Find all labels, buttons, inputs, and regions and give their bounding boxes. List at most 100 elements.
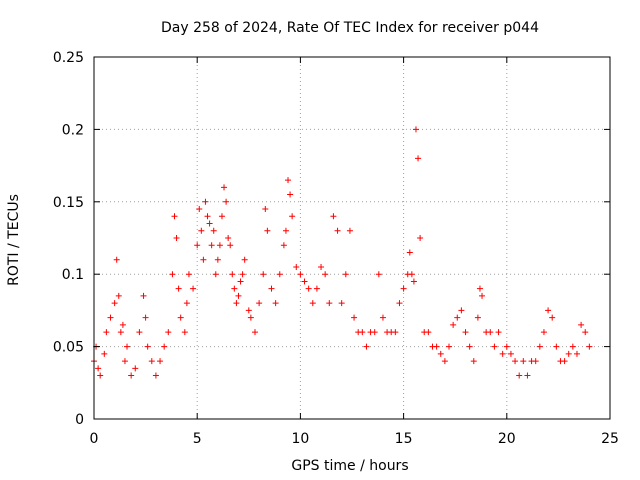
data-point [202, 198, 209, 205]
data-point [392, 329, 399, 336]
data-point [446, 343, 453, 350]
data-point [101, 350, 108, 357]
data-point [540, 329, 547, 336]
data-point [177, 314, 184, 321]
data-point [223, 198, 230, 205]
plot-frame [93, 56, 611, 420]
data-point [561, 358, 568, 365]
data-point [194, 242, 201, 249]
data-point [247, 314, 254, 321]
data-point [136, 329, 143, 336]
data-point [313, 285, 320, 292]
data-point [330, 213, 337, 220]
data-point [410, 278, 417, 285]
data-point [470, 358, 477, 365]
data-point [272, 300, 279, 307]
data-point [516, 372, 523, 379]
data-point [208, 242, 215, 249]
data-point [235, 292, 242, 299]
x-tick-label: 15 [395, 431, 413, 447]
x-tick-label: 5 [193, 431, 202, 447]
data-point [507, 350, 514, 357]
x-tick-labels: 0 5 10 15 20 25 [90, 431, 619, 447]
data-point [169, 271, 176, 278]
data-point [268, 285, 275, 292]
data-point [175, 285, 182, 292]
data-point [210, 227, 217, 234]
data-point [487, 329, 494, 336]
data-point [578, 321, 585, 328]
data-point [371, 329, 378, 336]
data-point [239, 271, 246, 278]
data-point [503, 343, 510, 350]
data-point [124, 343, 131, 350]
data-point [218, 213, 225, 220]
data-point [165, 329, 172, 336]
x-tick-label: 10 [291, 431, 309, 447]
data-point [309, 300, 316, 307]
data-point [293, 263, 300, 270]
data-point [225, 235, 232, 241]
data-point [181, 329, 188, 336]
data-point [132, 365, 139, 372]
data-point [425, 329, 432, 336]
data-point [237, 278, 244, 285]
data-point [318, 263, 325, 270]
data-point [152, 372, 159, 379]
data-point [433, 343, 440, 350]
data-point [245, 307, 252, 314]
data-point [183, 300, 190, 307]
data-point [196, 206, 203, 213]
data-point [285, 177, 292, 184]
data-point [553, 343, 560, 350]
data-point [115, 292, 122, 299]
data-point [342, 271, 349, 278]
data-point [450, 321, 457, 328]
data-point [573, 350, 580, 357]
data-point [549, 314, 556, 321]
chart-title: Day 258 of 2024, Rate Of TEC Index for r… [161, 20, 539, 36]
data-point [95, 365, 102, 372]
data-point [532, 358, 539, 365]
data-point [524, 372, 531, 379]
data-point [251, 329, 258, 336]
data-point [565, 350, 572, 357]
data-point [454, 314, 461, 321]
data-point [227, 242, 234, 249]
y-tick-label: 0 [75, 412, 84, 428]
data-point [157, 358, 164, 365]
data-point [282, 227, 289, 234]
data-point [375, 271, 382, 278]
data-point [231, 285, 238, 292]
data-point [276, 271, 283, 278]
data-point [212, 271, 219, 278]
data-point [262, 206, 269, 213]
data-point [113, 256, 120, 263]
data-point [499, 350, 506, 357]
data-point [479, 292, 486, 299]
data-point [363, 343, 370, 350]
data-point [400, 285, 407, 292]
data-point [379, 314, 386, 321]
data-point [441, 358, 448, 365]
data-points [91, 126, 593, 379]
data-point [221, 184, 228, 191]
data-point [351, 314, 358, 321]
data-point [466, 343, 473, 350]
y-tick-label: 0.05 [53, 340, 84, 356]
y-tick-label: 0.2 [62, 122, 84, 138]
data-point [200, 256, 207, 263]
data-point [417, 235, 424, 241]
data-point [264, 227, 271, 234]
data-point [161, 343, 168, 350]
y-tick-label: 0.25 [53, 50, 84, 66]
data-point [297, 271, 304, 278]
data-point [190, 285, 197, 292]
data-point [536, 343, 543, 350]
data-point [412, 126, 419, 133]
data-point [216, 242, 223, 249]
data-point [171, 213, 178, 220]
data-point [107, 314, 114, 321]
data-point [512, 358, 519, 365]
